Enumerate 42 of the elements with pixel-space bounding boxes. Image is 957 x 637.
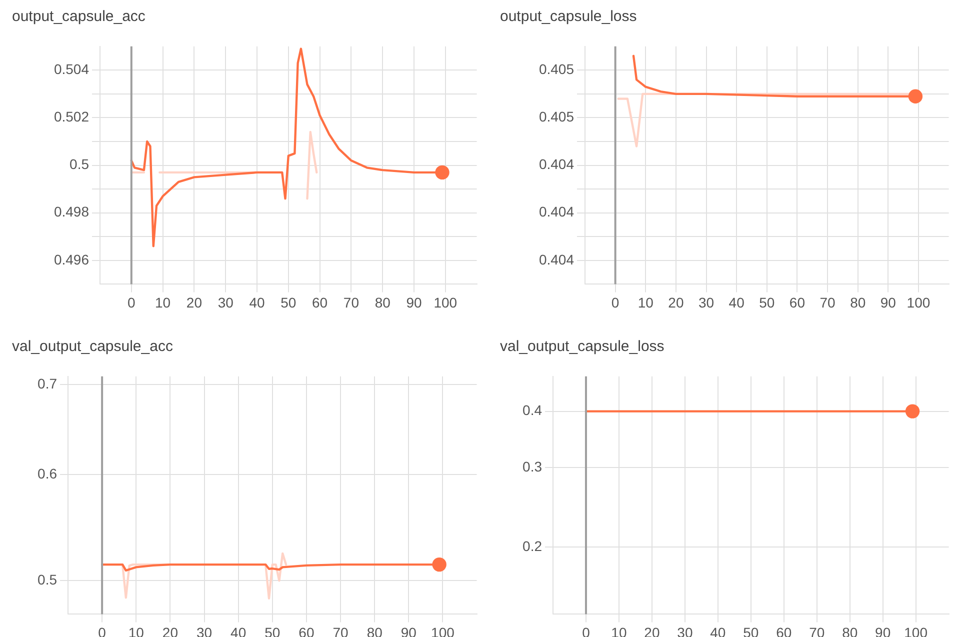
chart-title: val_output_capsule_loss [500, 338, 664, 355]
x-tick-label: 100 [434, 294, 458, 310]
y-tick-label: 0.3 [522, 458, 542, 475]
y-tick-label: 0.498 [54, 204, 90, 220]
x-tick-label: 100 [906, 294, 930, 310]
y-tick-label: 0.496 [54, 251, 90, 268]
y-tick-label: 0.5 [70, 156, 90, 172]
x-tick-label: 0 [128, 294, 136, 310]
x-tick-label: 20 [668, 294, 684, 310]
x-tick-label: 40 [728, 294, 745, 310]
y-tick-label: 0.404 [538, 156, 574, 172]
x-tick-label: 80 [374, 294, 391, 310]
x-tick-label: 20 [186, 294, 202, 310]
x-tick-label: 50 [759, 294, 775, 310]
x-tick-label: 30 [218, 294, 234, 310]
y-tick-label: 0.7 [38, 376, 58, 392]
y-tick-label: 0.2 [522, 538, 542, 554]
y-tick-label: 0.404 [538, 251, 574, 268]
x-tick-label: 90 [406, 294, 422, 310]
x-tick-label: 30 [698, 294, 714, 310]
x-tick-label: 50 [280, 294, 296, 310]
chart-title: output_capsule_acc [12, 8, 146, 25]
x-tick-label: 70 [343, 294, 360, 310]
y-tick-label: 0.5 [38, 571, 58, 588]
y-tick-label: 0.405 [538, 108, 574, 125]
x-tick-label: 10 [638, 294, 654, 310]
x-tick-label: 70 [820, 294, 836, 310]
y-tick-label: 0.502 [54, 108, 90, 125]
y-tick-label: 0.4 [522, 402, 542, 418]
x-tick-label: 90 [880, 294, 896, 310]
x-tick-label: 80 [850, 294, 866, 310]
y-tick-label: 0.504 [54, 61, 90, 78]
x-tick-label: 10 [155, 294, 171, 310]
x-tick-label: 40 [249, 294, 265, 310]
chart-title: output_capsule_loss [500, 8, 637, 25]
y-tick-label: 0.6 [38, 465, 58, 482]
y-tick-label: 0.405 [538, 61, 574, 78]
x-tick-label: 60 [789, 294, 806, 310]
x-tick-label: 60 [312, 294, 328, 310]
x-tick-label: 0 [611, 294, 620, 310]
chart-title: val_output_capsule_acc [12, 338, 173, 355]
y-tick-label: 0.404 [538, 204, 574, 220]
